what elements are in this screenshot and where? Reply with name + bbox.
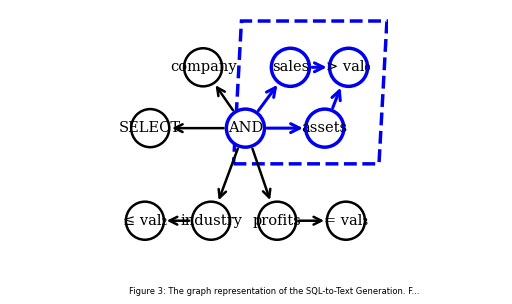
Ellipse shape bbox=[131, 109, 169, 147]
Text: Figure 3: The graph representation of the SQL-to-Text Generation. F...: Figure 3: The graph representation of th… bbox=[129, 287, 419, 296]
Text: company: company bbox=[170, 60, 237, 74]
Text: assets: assets bbox=[302, 121, 348, 135]
Text: > val₀: > val₀ bbox=[326, 60, 371, 74]
Text: = val₃: = val₃ bbox=[324, 214, 368, 228]
Ellipse shape bbox=[306, 109, 344, 147]
Text: profits: profits bbox=[253, 214, 302, 228]
Ellipse shape bbox=[330, 48, 368, 86]
Text: sales: sales bbox=[272, 60, 309, 74]
Ellipse shape bbox=[226, 109, 265, 147]
Text: AND: AND bbox=[228, 121, 263, 135]
Ellipse shape bbox=[184, 48, 222, 86]
Ellipse shape bbox=[192, 202, 230, 240]
Text: SELECT: SELECT bbox=[119, 121, 181, 135]
Ellipse shape bbox=[271, 48, 309, 86]
Ellipse shape bbox=[258, 202, 296, 240]
Ellipse shape bbox=[327, 202, 365, 240]
Text: ≤ val₂: ≤ val₂ bbox=[123, 214, 167, 228]
Text: industry: industry bbox=[180, 214, 242, 228]
Ellipse shape bbox=[126, 202, 164, 240]
